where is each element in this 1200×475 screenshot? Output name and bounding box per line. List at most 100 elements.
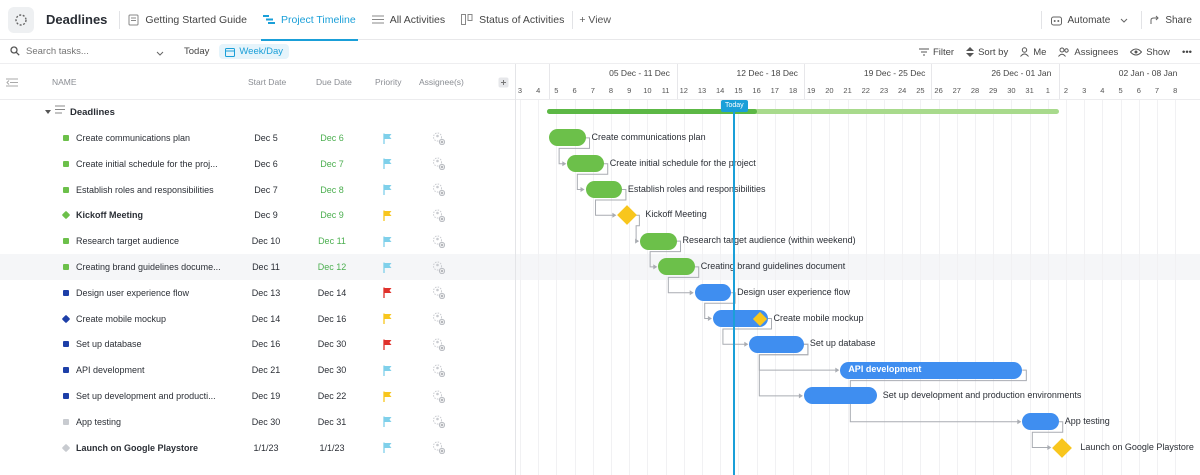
- chevron-down-icon[interactable]: [156, 43, 164, 61]
- search-input[interactable]: [26, 46, 156, 57]
- assignee-avatar-icon[interactable]: [432, 286, 445, 300]
- status-dot[interactable]: [63, 135, 69, 141]
- start-date[interactable]: Dec 5: [254, 133, 278, 143]
- task-name[interactable]: Design user experience flow: [76, 287, 190, 298]
- assignee-avatar-icon[interactable]: [432, 183, 445, 197]
- more-button[interactable]: •••: [1182, 46, 1192, 58]
- due-date[interactable]: Dec 7: [320, 158, 344, 169]
- assignee-avatar-icon[interactable]: [432, 364, 445, 377]
- tab-status-of-activities[interactable]: Status of Activities: [453, 0, 572, 40]
- task-name[interactable]: Create mobile mockup: [76, 313, 167, 324]
- task-bar-label[interactable]: App testing: [1064, 415, 1110, 426]
- assignee-avatar-icon[interactable]: [432, 261, 445, 274]
- task-bar-label[interactable]: Create initial schedule for the project: [609, 157, 756, 168]
- table-row[interactable]: Kickoff Meeting Dec 9 Dec 9: [0, 202, 515, 228]
- status-dot[interactable]: [63, 418, 69, 425]
- space-icon[interactable]: [8, 6, 34, 33]
- column-header-start-date[interactable]: Start Date: [248, 77, 287, 87]
- add-column-icon[interactable]: [498, 64, 509, 100]
- column-header-priority[interactable]: Priority: [375, 77, 402, 87]
- column-header-assignees[interactable]: Assignee(s): [419, 77, 464, 87]
- priority-flag-icon[interactable]: [383, 184, 392, 196]
- start-date[interactable]: 1/1/23: [253, 442, 279, 453]
- task-bar[interactable]: [567, 155, 604, 173]
- task-bar-label[interactable]: Create mobile mockup: [773, 312, 864, 323]
- table-row[interactable]: Establish roles and responsibilities Dec …: [0, 177, 515, 203]
- task-name[interactable]: Set up database: [76, 339, 142, 350]
- milestone-label[interactable]: Launch on Google Playstore: [1080, 441, 1194, 452]
- start-date[interactable]: Dec 19: [251, 391, 281, 401]
- assignee-avatar-icon[interactable]: [432, 390, 445, 403]
- due-date[interactable]: 1/1/23: [319, 442, 345, 453]
- task-bar-label[interactable]: Set up development and production enviro…: [882, 389, 1082, 400]
- status-dot[interactable]: [63, 186, 69, 193]
- assignee-avatar-icon[interactable]: [432, 338, 445, 351]
- task-bar[interactable]: [658, 258, 695, 276]
- table-row[interactable]: Create mobile mockup Dec 14 Dec 16: [0, 306, 515, 332]
- due-date[interactable]: Dec 22: [317, 391, 347, 401]
- task-bar[interactable]: [549, 129, 586, 147]
- task-name[interactable]: Kickoff Meeting: [76, 210, 144, 221]
- tab-all-activities[interactable]: All Activities: [364, 0, 453, 40]
- priority-flag-icon[interactable]: [383, 391, 392, 402]
- table-row[interactable]: Set up development and producti... Dec 19…: [0, 383, 515, 409]
- group-row-deadlines[interactable]: Deadlines: [0, 100, 515, 124]
- due-date[interactable]: Dec 30: [317, 365, 347, 376]
- due-date[interactable]: Dec 14: [317, 287, 347, 298]
- show-button[interactable]: Show: [1130, 47, 1170, 58]
- due-date[interactable]: Dec 8: [320, 184, 344, 195]
- table-row[interactable]: Create communications plan Dec 5 Dec 6: [0, 125, 515, 151]
- due-date[interactable]: Dec 11: [318, 236, 346, 247]
- task-bar-label[interactable]: Establish roles and responsibilities: [627, 183, 766, 194]
- milestone-label[interactable]: Kickoff Meeting: [645, 209, 707, 220]
- task-bar[interactable]: [1022, 413, 1059, 431]
- task-name[interactable]: Create communications plan: [76, 133, 191, 143]
- table-row[interactable]: Research target audience Dec 10 Dec 11: [0, 228, 515, 254]
- priority-flag-icon[interactable]: [383, 442, 392, 454]
- status-dot[interactable]: [63, 264, 69, 270]
- priority-flag-icon[interactable]: [383, 416, 392, 428]
- start-date[interactable]: Dec 11: [252, 262, 280, 272]
- task-bar-label[interactable]: Set up database: [809, 338, 876, 349]
- priority-flag-icon[interactable]: [383, 313, 392, 325]
- scale-select[interactable]: Week/Day: [219, 44, 290, 59]
- column-header-name[interactable]: NAME: [52, 77, 77, 87]
- assignee-avatar-icon[interactable]: [432, 415, 445, 429]
- task-bar-label[interactable]: Research target audience (within weekend…: [682, 235, 856, 246]
- share-button[interactable]: Share: [1142, 0, 1200, 40]
- start-date[interactable]: Dec 21: [251, 365, 281, 376]
- start-date[interactable]: Dec 9: [254, 210, 278, 221]
- priority-flag-icon[interactable]: [383, 287, 392, 299]
- due-date[interactable]: Dec 31: [317, 416, 347, 427]
- priority-flag-icon[interactable]: [383, 158, 392, 170]
- start-date[interactable]: Dec 10: [251, 236, 281, 247]
- task-name[interactable]: App testing: [76, 416, 122, 427]
- table-row[interactable]: Create initial schedule for the proj... D…: [0, 151, 515, 177]
- add-view-button[interactable]: + View: [579, 13, 611, 26]
- task-name[interactable]: Set up development and producti...: [76, 391, 216, 401]
- tab-getting-started[interactable]: Getting Started Guide: [120, 0, 255, 40]
- assignee-avatar-icon[interactable]: [432, 157, 445, 171]
- task-bar-label[interactable]: Create communications plan: [591, 131, 706, 142]
- priority-flag-icon[interactable]: [383, 365, 392, 376]
- status-dot[interactable]: [63, 367, 69, 374]
- priority-flag-icon[interactable]: [383, 133, 392, 144]
- due-date[interactable]: Dec 6: [320, 133, 344, 143]
- task-name[interactable]: Creating brand guidelines docume...: [76, 262, 221, 272]
- status-dot[interactable]: [63, 238, 69, 245]
- task-bar-label[interactable]: Design user experience flow: [737, 286, 851, 297]
- priority-flag-icon[interactable]: [383, 262, 392, 273]
- status-dot[interactable]: [63, 160, 69, 167]
- status-dot[interactable]: [63, 393, 69, 399]
- task-bar-label[interactable]: API development: [848, 364, 922, 375]
- task-bar[interactable]: [712, 310, 768, 327]
- status-dot[interactable]: [61, 314, 71, 323]
- table-row[interactable]: Launch on Google Playstore 1/1/23 1/1/23: [0, 435, 515, 461]
- today-button[interactable]: Today: [184, 46, 210, 57]
- start-date[interactable]: Dec 6: [254, 158, 278, 169]
- task-name[interactable]: Research target audience: [76, 236, 180, 247]
- priority-flag-icon[interactable]: [383, 210, 392, 221]
- task-bar[interactable]: [803, 387, 877, 405]
- sort-button[interactable]: Sort by: [966, 47, 1008, 58]
- start-date[interactable]: Dec 14: [251, 313, 281, 324]
